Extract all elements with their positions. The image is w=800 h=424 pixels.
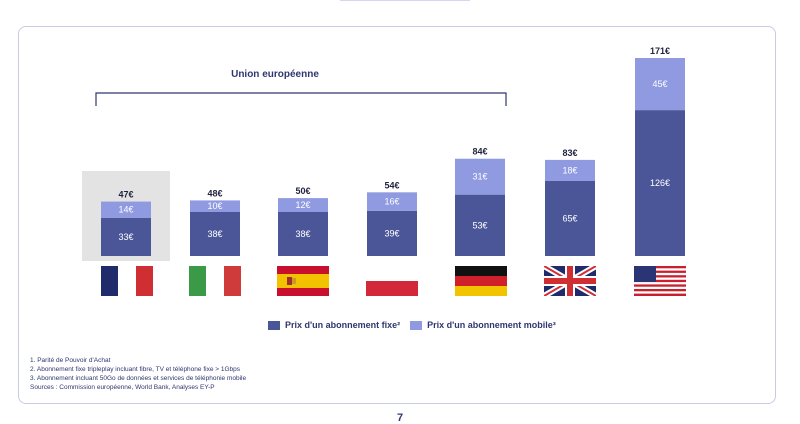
footnote-2: 2. Abonnement fixe tripleplay incluant f… xyxy=(30,366,240,373)
data-label-mobile: 12€ xyxy=(295,200,310,210)
header-rule xyxy=(340,0,470,1)
bar-mobile xyxy=(190,200,240,212)
data-label-total: 84€ xyxy=(472,147,487,157)
data-label-fixed: 38€ xyxy=(207,229,222,239)
data-label-total: 50€ xyxy=(295,186,310,196)
data-label-fixed: 65€ xyxy=(562,213,577,223)
bar-fixed xyxy=(635,110,685,257)
eu-bracket xyxy=(95,92,507,106)
data-label-fixed: 38€ xyxy=(295,229,310,239)
bar-mobile xyxy=(367,192,417,211)
footnotes: 1. Parité de Pouvoir d'Achat 2. Abonneme… xyxy=(30,356,246,392)
bar-mobile xyxy=(635,58,685,111)
data-label-mobile: 10€ xyxy=(207,201,222,211)
data-label-fixed: 33€ xyxy=(118,232,133,242)
bar-mobile xyxy=(545,159,595,181)
data-label-total: 83€ xyxy=(562,148,577,158)
bar-fixed xyxy=(278,212,328,256)
pl-flag xyxy=(366,266,418,296)
bar-fixed xyxy=(190,212,240,256)
legend-item-mobile: Prix d'un abonnement mobile³ xyxy=(410,320,556,330)
data-label-total: 47€ xyxy=(118,190,133,200)
data-label-fixed: 126€ xyxy=(650,178,670,188)
it-flag xyxy=(189,266,241,296)
data-label-mobile: 14€ xyxy=(118,205,133,215)
legend-swatch-fixed xyxy=(268,320,280,330)
eu-bracket-label: Union européenne xyxy=(231,69,319,80)
fr-flag xyxy=(101,266,153,296)
bar-fixed xyxy=(367,210,417,256)
data-label-mobile: 45€ xyxy=(652,79,667,89)
data-label-mobile: 16€ xyxy=(384,197,399,207)
bar-fixed xyxy=(455,194,505,256)
data-label-mobile: 18€ xyxy=(562,165,577,175)
data-label-mobile: 31€ xyxy=(472,172,487,182)
us-flag xyxy=(634,266,686,296)
chart-card xyxy=(18,26,776,404)
es-flag xyxy=(277,266,329,296)
bar-fixed xyxy=(545,180,595,256)
data-label-total: 48€ xyxy=(207,188,222,198)
de-flag xyxy=(455,266,507,296)
footnote-1: 1. Parité de Pouvoir d'Achat xyxy=(30,357,111,364)
page-number: 7 xyxy=(396,412,404,424)
bar-mobile xyxy=(455,158,505,195)
uk-flag xyxy=(544,266,596,296)
data-label-total: 171€ xyxy=(650,46,670,56)
data-label-fixed: 53€ xyxy=(472,220,487,230)
legend-label-fixed: Prix d'un abonnement fixe² xyxy=(285,320,401,330)
bar-fixed xyxy=(101,217,151,256)
legend-item-fixed: Prix d'un abonnement fixe² xyxy=(268,320,400,330)
data-label-fixed: 39€ xyxy=(384,228,399,238)
footnote-3: 3. Abonnement incluant 50Go de données e… xyxy=(30,375,247,382)
bar-mobile xyxy=(101,201,151,218)
bar-mobile xyxy=(278,198,328,212)
data-label-total: 54€ xyxy=(384,180,399,190)
legend-label-mobile: Prix d'un abonnement mobile³ xyxy=(427,320,556,330)
footnote-sources: Sources : Commission européenne, World B… xyxy=(30,384,215,391)
legend-swatch-mobile xyxy=(410,320,423,330)
chart-legend: Prix d'un abonnement fixe² Prix d'un abo… xyxy=(268,320,566,330)
